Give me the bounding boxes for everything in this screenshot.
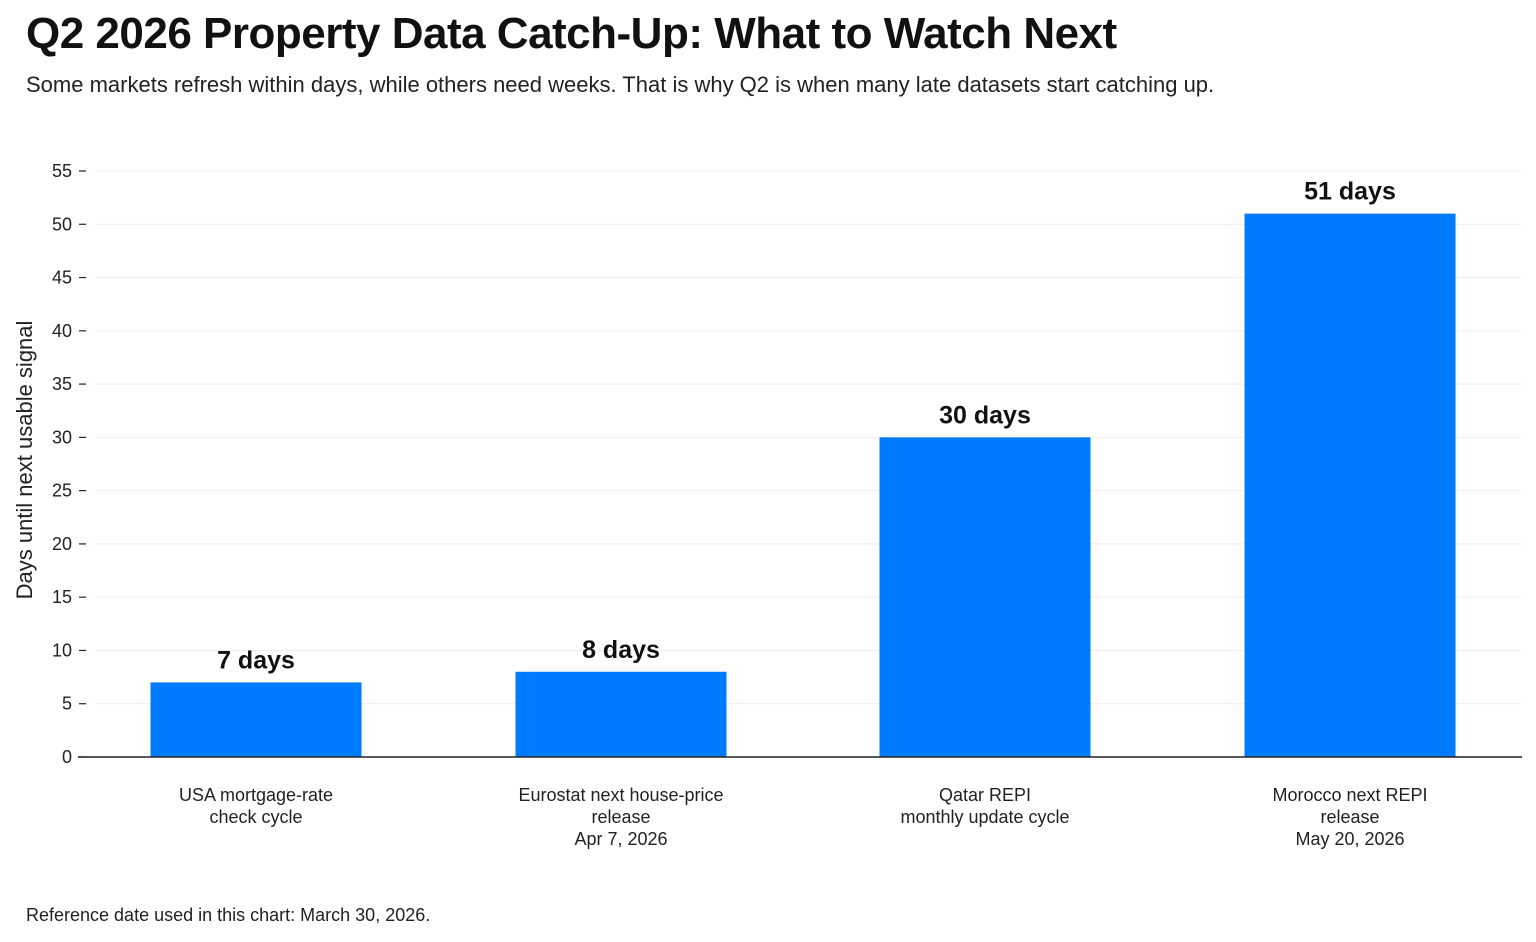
bar [150, 682, 362, 757]
x-category-label: Eurostat next house-price [518, 785, 723, 805]
y-axis-title: Days until next usable signal [12, 321, 37, 600]
y-tick-label: 20 [52, 534, 72, 554]
x-category-label: release [591, 807, 650, 827]
x-category-label: May 20, 2026 [1295, 829, 1404, 849]
y-tick-label: 10 [52, 640, 72, 660]
y-tick-label: 5 [62, 694, 72, 714]
data-label: 7 days [217, 646, 295, 674]
y-axis: 0 5 10 15 20 25 30 35 40 45 50 55 [52, 161, 86, 767]
x-category-label: release [1320, 807, 1379, 827]
data-label: 8 days [582, 636, 660, 664]
y-tick-label: 0 [62, 747, 72, 767]
data-labels: 7 days 8 days 30 days 51 days [217, 178, 1396, 675]
bars [150, 213, 1456, 758]
y-tick-label: 30 [52, 427, 72, 447]
y-tick-label: 55 [52, 161, 72, 181]
bar [515, 671, 727, 757]
x-category-label: Morocco next REPI [1272, 785, 1427, 805]
x-category-label: USA mortgage-rate [179, 785, 333, 805]
x-category-label: monthly update cycle [900, 807, 1069, 827]
y-tick-label: 15 [52, 587, 72, 607]
x-category-label: Apr 7, 2026 [574, 829, 667, 849]
chart-subtitle: Some markets refresh within days, while … [26, 72, 1215, 97]
x-category-label: check cycle [209, 807, 302, 827]
data-label: 51 days [1304, 178, 1396, 206]
y-tick-label: 50 [52, 214, 72, 234]
data-label: 30 days [939, 401, 1031, 429]
chart-title: Q2 2026 Property Data Catch-Up: What to … [26, 9, 1117, 58]
bar [1244, 213, 1456, 758]
y-tick-label: 40 [52, 321, 72, 341]
x-category-label: Qatar REPI [939, 785, 1031, 805]
y-tick-label: 45 [52, 268, 72, 288]
footnote: Reference date used in this chart: March… [26, 905, 431, 925]
y-tick-label: 35 [52, 374, 72, 394]
y-tick-label: 25 [52, 481, 72, 501]
bar [879, 437, 1091, 757]
